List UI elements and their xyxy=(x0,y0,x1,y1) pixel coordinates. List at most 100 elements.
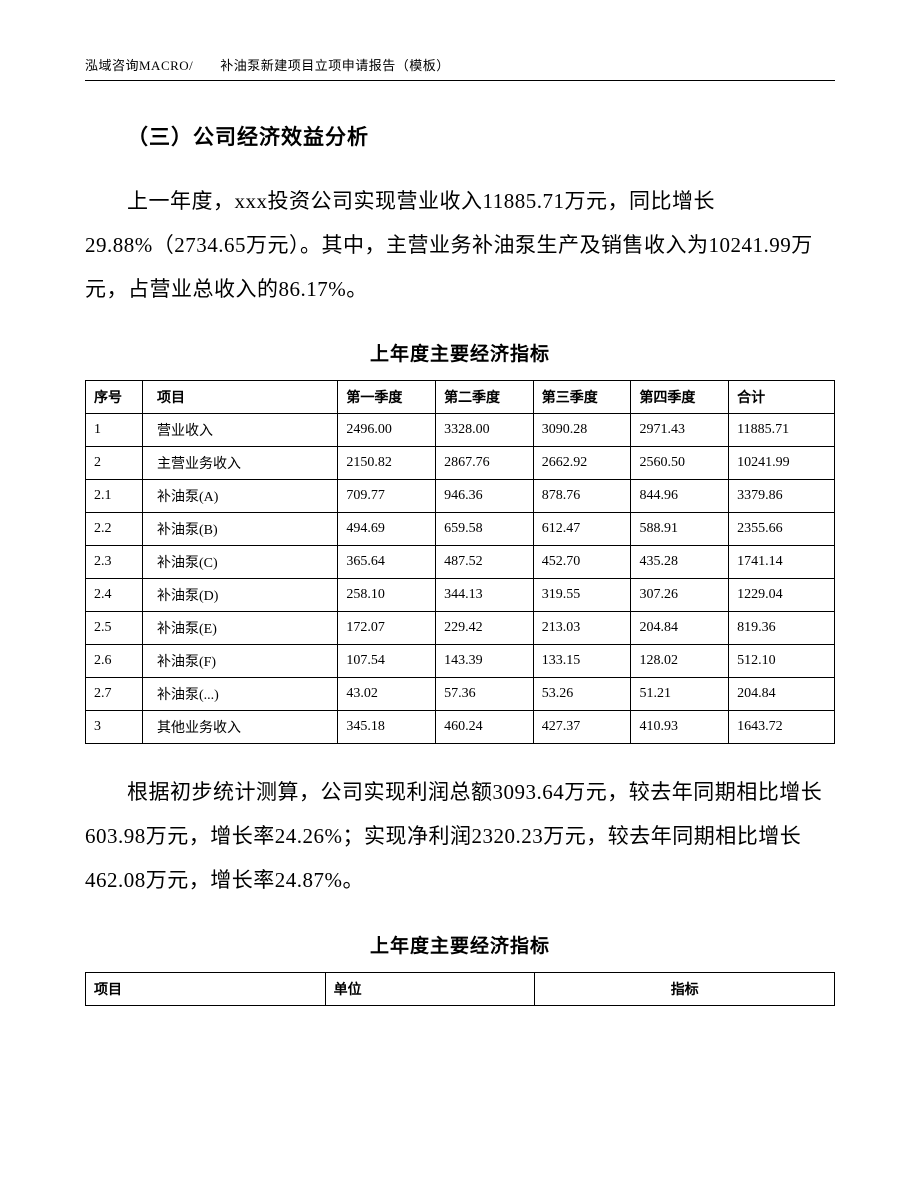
table-cell: 2150.82 xyxy=(338,447,436,480)
table-cell: 11885.71 xyxy=(729,414,835,447)
table-cell: 2 xyxy=(86,447,143,480)
table-cell: 452.70 xyxy=(533,546,631,579)
table-cell: 53.26 xyxy=(533,678,631,711)
table-cell: 345.18 xyxy=(338,711,436,744)
table-row: 2.5补油泵(E)172.07229.42213.03204.84819.36 xyxy=(86,612,835,645)
table-cell: 494.69 xyxy=(338,513,436,546)
table-cell: 307.26 xyxy=(631,579,729,612)
table-cell: 补油泵(...) xyxy=(142,678,337,711)
table-cell: 补油泵(D) xyxy=(142,579,337,612)
table-cell: 2971.43 xyxy=(631,414,729,447)
economic-indicators-table-1: 序号 项目 第一季度 第二季度 第三季度 第四季度 合计 1营业收入2496.0… xyxy=(85,380,835,744)
table-cell: 补油泵(A) xyxy=(142,480,337,513)
table-cell: 2867.76 xyxy=(436,447,534,480)
table-cell: 2.7 xyxy=(86,678,143,711)
table-cell: 43.02 xyxy=(338,678,436,711)
table-cell: 512.10 xyxy=(729,645,835,678)
table-cell: 10241.99 xyxy=(729,447,835,480)
th-index: 指标 xyxy=(535,972,835,1005)
table-cell: 3 xyxy=(86,711,143,744)
th-seq: 序号 xyxy=(86,381,143,414)
th-item: 项目 xyxy=(142,381,337,414)
table-cell: 612.47 xyxy=(533,513,631,546)
table-cell: 3090.28 xyxy=(533,414,631,447)
table-cell: 补油泵(E) xyxy=(142,612,337,645)
table-cell: 143.39 xyxy=(436,645,534,678)
table-cell: 2560.50 xyxy=(631,447,729,480)
table-cell: 1741.14 xyxy=(729,546,835,579)
table-cell: 128.02 xyxy=(631,645,729,678)
th-q4: 第四季度 xyxy=(631,381,729,414)
table-cell: 补油泵(C) xyxy=(142,546,337,579)
table-cell: 427.37 xyxy=(533,711,631,744)
table-header-row: 项目 单位 指标 xyxy=(86,972,835,1005)
table-cell: 878.76 xyxy=(533,480,631,513)
table-row: 2.3补油泵(C)365.64487.52452.70435.281741.14 xyxy=(86,546,835,579)
table-cell: 229.42 xyxy=(436,612,534,645)
table-cell: 3379.86 xyxy=(729,480,835,513)
table-cell: 460.24 xyxy=(436,711,534,744)
section-title: （三）公司经济效益分析 xyxy=(85,121,835,151)
table-row: 3其他业务收入345.18460.24427.37410.931643.72 xyxy=(86,711,835,744)
table-cell: 2496.00 xyxy=(338,414,436,447)
table-row: 2.7补油泵(...)43.0257.3653.2651.21204.84 xyxy=(86,678,835,711)
table-cell: 2.5 xyxy=(86,612,143,645)
table-cell: 2.2 xyxy=(86,513,143,546)
th-q1: 第一季度 xyxy=(338,381,436,414)
table-cell: 3328.00 xyxy=(436,414,534,447)
table-cell: 1 xyxy=(86,414,143,447)
table-cell: 1643.72 xyxy=(729,711,835,744)
table-row: 2.4补油泵(D)258.10344.13319.55307.261229.04 xyxy=(86,579,835,612)
table-header-row: 序号 项目 第一季度 第二季度 第三季度 第四季度 合计 xyxy=(86,381,835,414)
economic-indicators-table-2: 项目 单位 指标 xyxy=(85,972,835,1006)
th-q3: 第三季度 xyxy=(533,381,631,414)
table-row: 2主营业务收入2150.822867.762662.922560.5010241… xyxy=(86,447,835,480)
table-cell: 204.84 xyxy=(631,612,729,645)
table-cell: 410.93 xyxy=(631,711,729,744)
table-cell: 2662.92 xyxy=(533,447,631,480)
table-cell: 2.6 xyxy=(86,645,143,678)
table-cell: 659.58 xyxy=(436,513,534,546)
table-cell: 补油泵(B) xyxy=(142,513,337,546)
table-cell: 主营业务收入 xyxy=(142,447,337,480)
table-cell: 819.36 xyxy=(729,612,835,645)
table2-title: 上年度主要经济指标 xyxy=(85,931,835,958)
table-cell: 其他业务收入 xyxy=(142,711,337,744)
table-cell: 844.96 xyxy=(631,480,729,513)
table-cell: 营业收入 xyxy=(142,414,337,447)
table-cell: 709.77 xyxy=(338,480,436,513)
table-row: 2.6补油泵(F)107.54143.39133.15128.02512.10 xyxy=(86,645,835,678)
table-row: 2.2补油泵(B)494.69659.58612.47588.912355.66 xyxy=(86,513,835,546)
th-item: 项目 xyxy=(86,972,326,1005)
table-cell: 487.52 xyxy=(436,546,534,579)
table-cell: 57.36 xyxy=(436,678,534,711)
table-cell: 435.28 xyxy=(631,546,729,579)
table1-title: 上年度主要经济指标 xyxy=(85,339,835,366)
table-cell: 51.21 xyxy=(631,678,729,711)
table-cell: 172.07 xyxy=(338,612,436,645)
table-cell: 588.91 xyxy=(631,513,729,546)
table-row: 1营业收入2496.003328.003090.282971.4311885.7… xyxy=(86,414,835,447)
table-cell: 107.54 xyxy=(338,645,436,678)
th-q2: 第二季度 xyxy=(436,381,534,414)
table-cell: 213.03 xyxy=(533,612,631,645)
table-cell: 2.4 xyxy=(86,579,143,612)
table-cell: 1229.04 xyxy=(729,579,835,612)
paragraph-2: 根据初步统计测算，公司实现利润总额3093.64万元，较去年同期相比增长603.… xyxy=(85,770,835,902)
table-cell: 946.36 xyxy=(436,480,534,513)
table-cell: 365.64 xyxy=(338,546,436,579)
table-cell: 344.13 xyxy=(436,579,534,612)
table-cell: 258.10 xyxy=(338,579,436,612)
paragraph-1: 上一年度，xxx投资公司实现营业收入11885.71万元，同比增长29.88%（… xyxy=(85,179,835,311)
th-unit: 单位 xyxy=(325,972,535,1005)
table-cell: 2.1 xyxy=(86,480,143,513)
table-cell: 204.84 xyxy=(729,678,835,711)
table-cell: 133.15 xyxy=(533,645,631,678)
table-cell: 补油泵(F) xyxy=(142,645,337,678)
th-total: 合计 xyxy=(729,381,835,414)
page-header: 泓域咨询MACRO/ 补油泵新建项目立项申请报告（模板） xyxy=(85,55,835,81)
table-cell: 2.3 xyxy=(86,546,143,579)
table-cell: 319.55 xyxy=(533,579,631,612)
table-cell: 2355.66 xyxy=(729,513,835,546)
table-row: 2.1补油泵(A)709.77946.36878.76844.963379.86 xyxy=(86,480,835,513)
